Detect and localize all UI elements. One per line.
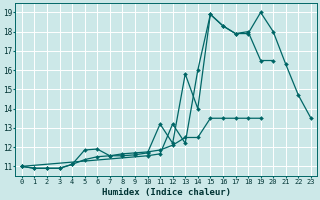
X-axis label: Humidex (Indice chaleur): Humidex (Indice chaleur) xyxy=(102,188,231,197)
